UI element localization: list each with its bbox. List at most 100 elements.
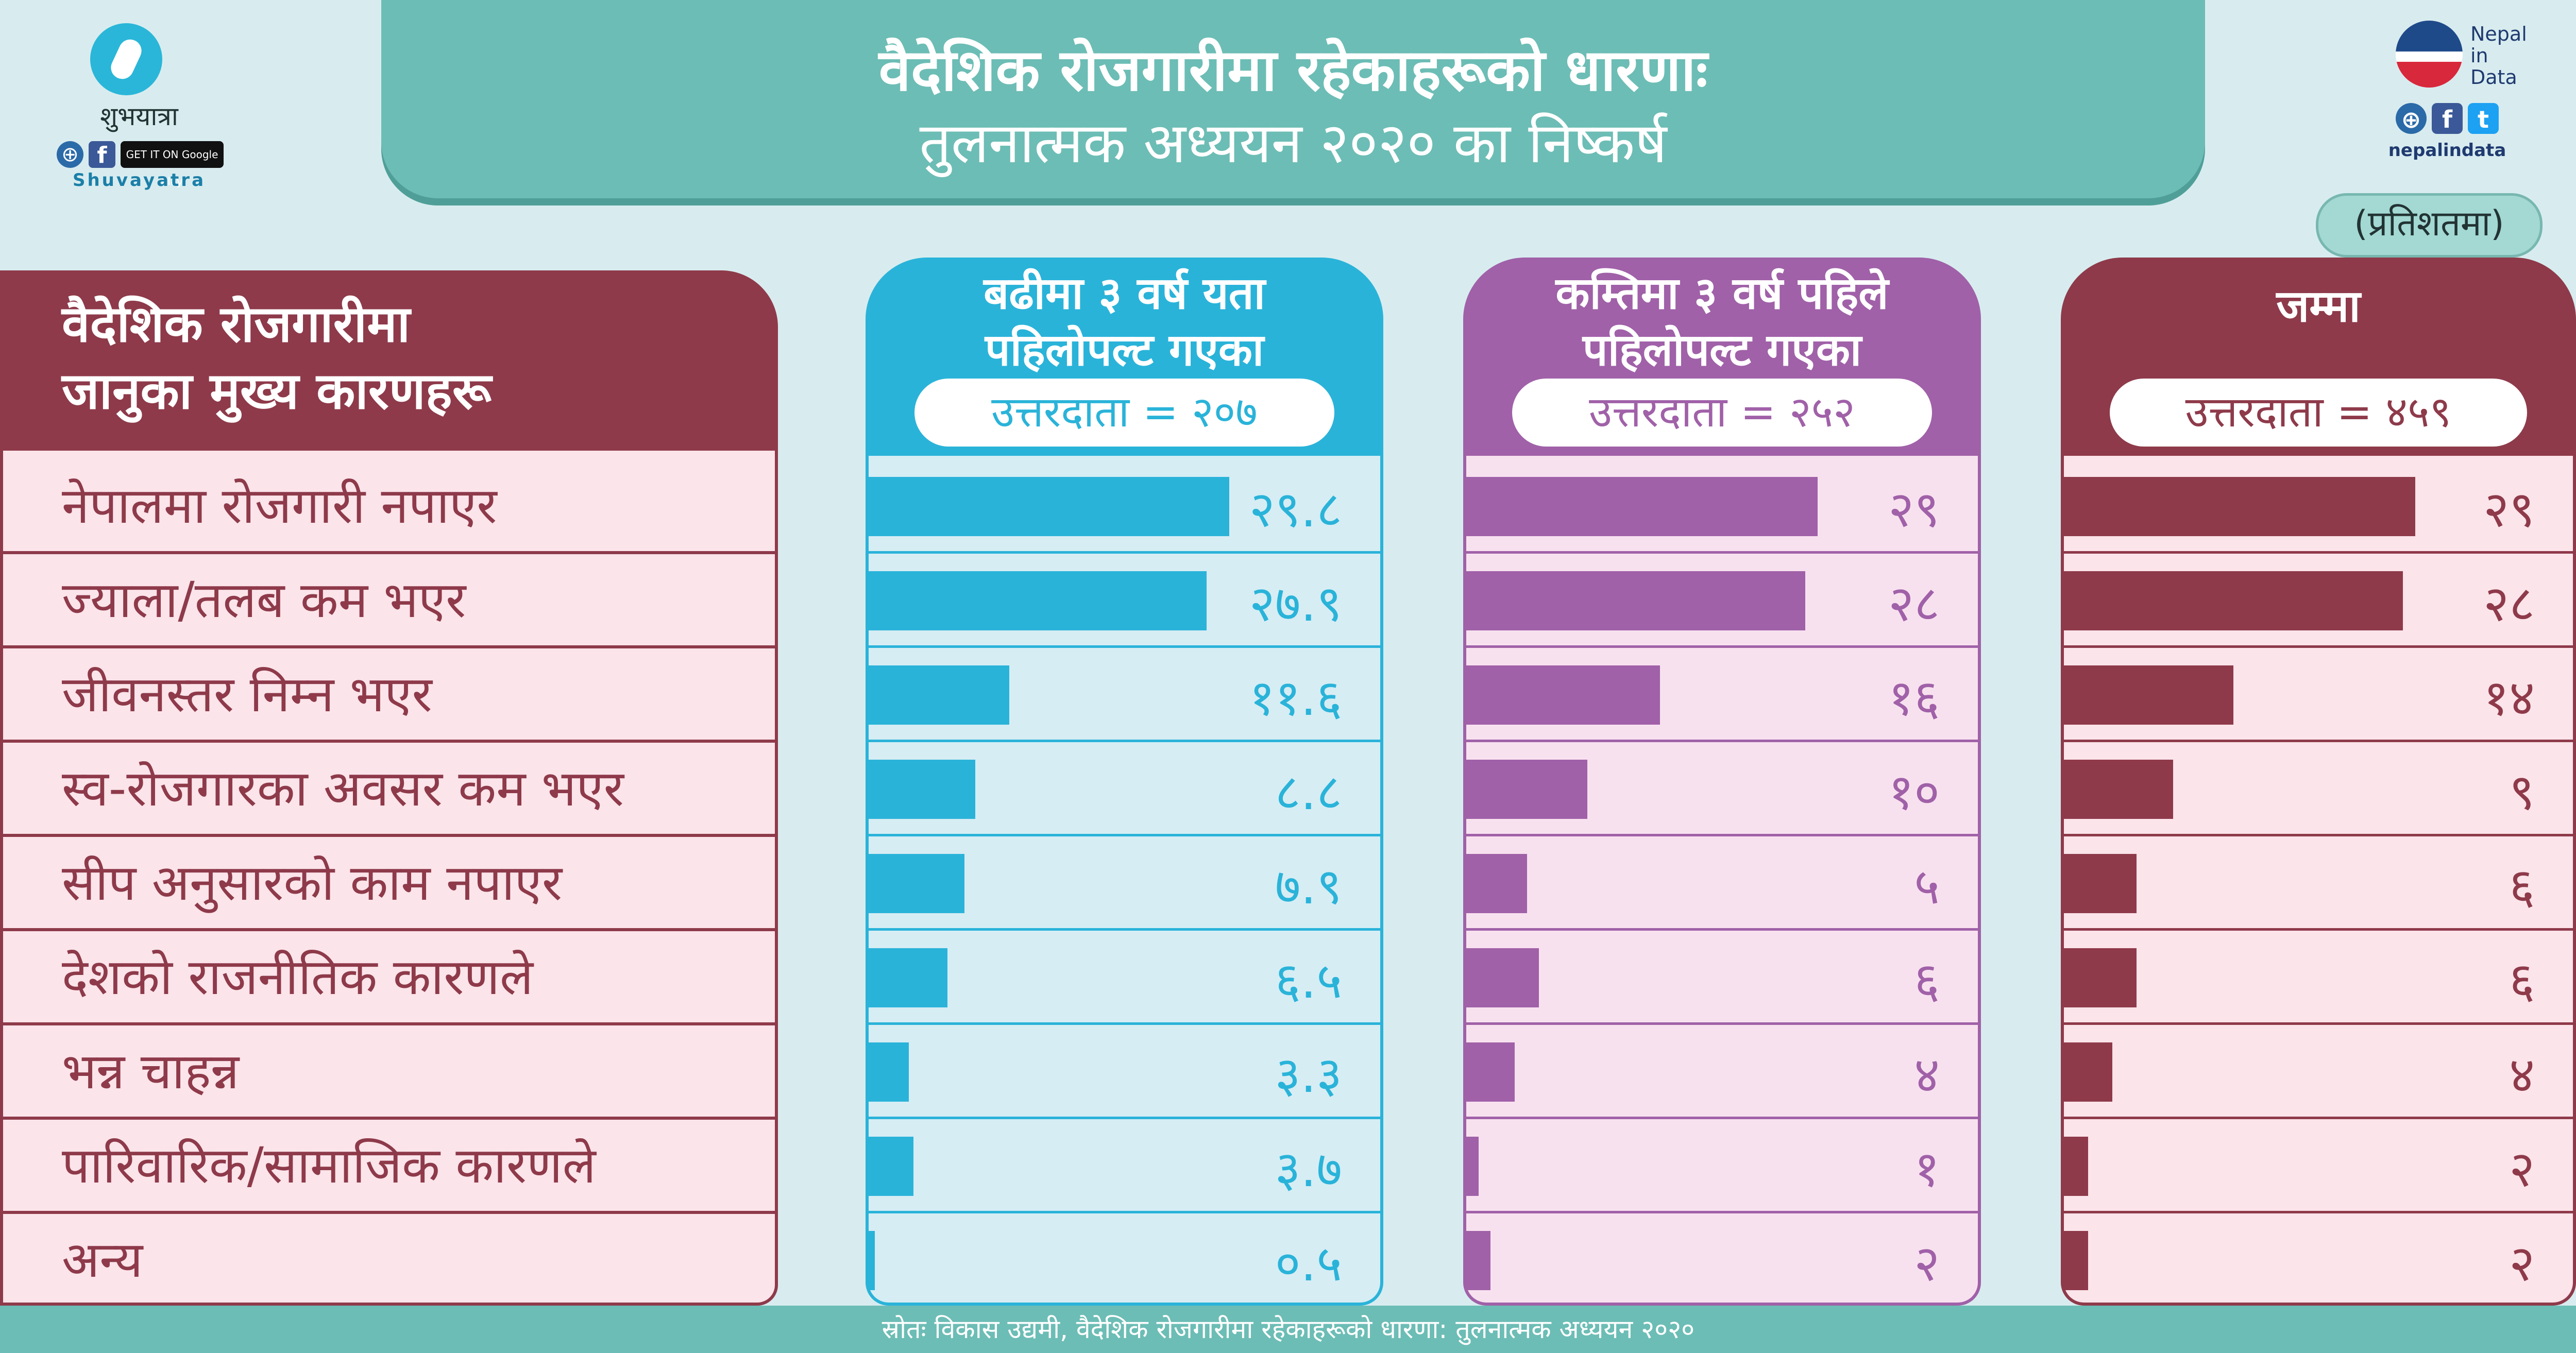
data-label: १ — [1914, 1140, 1940, 1198]
data-label: ०.५ — [1275, 1235, 1342, 1292]
nepal-in-data-url: nepalindata — [2388, 140, 2506, 161]
globe-icon[interactable]: ⊕ — [57, 141, 83, 168]
row-divider — [866, 740, 1383, 742]
data-label: २९ — [2483, 481, 2535, 538]
shuvayatra-logo-name: शुभयात्रा — [100, 101, 178, 131]
data-label: १४ — [2483, 669, 2535, 727]
column-heading: बढीमा ३ वर्ष यता पहिलोपल्ट गएका — [866, 265, 1383, 379]
data-label: २ — [1914, 1235, 1940, 1292]
nepal-in-data-logo-icon — [2396, 21, 2463, 88]
row-divider — [2061, 834, 2576, 836]
row-divider — [2061, 740, 2576, 742]
reasons-heading: वैदेशिक रोजगारीमा जानुका मुख्य कारणहरू — [62, 295, 492, 421]
row-divider — [866, 645, 1383, 648]
bar — [869, 854, 964, 913]
category-label: ज्याला/तलब कम भएर — [62, 571, 466, 629]
shuvayatra-links: ⊕ f GET IT ON Google Play — [57, 139, 224, 187]
column-heading-line: जम्मा — [2276, 281, 2361, 332]
bar — [2064, 854, 2137, 913]
bar — [2064, 1042, 2112, 1102]
row-divider — [2061, 1022, 2576, 1025]
data-label: ५ — [1914, 858, 1940, 915]
data-label: ६ — [2509, 858, 2535, 915]
data-label: ६ — [1914, 952, 1940, 1009]
row-divider — [0, 645, 778, 648]
data-label: २९ — [1888, 481, 1940, 538]
bar — [869, 571, 1207, 630]
row-divider — [0, 1022, 778, 1025]
bar — [1466, 854, 1527, 913]
category-label: भन्न चाहन्न — [62, 1042, 240, 1100]
data-label: १६ — [1888, 669, 1940, 727]
nepal-in-data-links: ⊕ f t — [2396, 103, 2499, 134]
row-divider — [2061, 551, 2576, 554]
google-play-badge[interactable]: GET IT ON Google Play — [121, 141, 224, 187]
row-divider — [866, 1117, 1383, 1119]
bar — [1466, 477, 1818, 536]
category-label: पारिवारिक/सामाजिक कारणले — [62, 1137, 596, 1194]
column-heading-line: पहिलोपल्ट गएका — [985, 324, 1264, 376]
data-label: ४ — [1914, 1046, 1940, 1104]
reasons-header-panel — [0, 270, 778, 451]
bar — [869, 477, 1230, 536]
row-divider — [1463, 1117, 1981, 1119]
bar — [2064, 948, 2137, 1007]
row-divider — [0, 834, 778, 837]
bar — [869, 948, 947, 1007]
row-divider — [2061, 1211, 2576, 1213]
data-label: ९ — [2509, 763, 2535, 821]
bar — [1466, 1231, 1490, 1290]
bar — [1466, 571, 1805, 630]
row-divider — [2061, 645, 2576, 648]
bar — [1466, 1137, 1479, 1196]
footer-bar — [0, 1306, 2576, 1353]
bar — [2064, 571, 2403, 630]
data-label: ७.९ — [1275, 858, 1342, 915]
facebook-icon[interactable]: f — [89, 141, 115, 168]
category-label: देशको राजनीतिक कारणले — [62, 948, 534, 1006]
category-label: सीप अनुसारको काम नपाएर — [62, 854, 563, 912]
globe-icon[interactable]: ⊕ — [2396, 103, 2427, 134]
shuvayatra-logo-text: Shuvayatra — [72, 170, 206, 191]
row-divider — [866, 834, 1383, 836]
row-divider — [866, 928, 1383, 931]
respondents-pill: उत्तरदाता = २०७ — [914, 379, 1334, 447]
column-heading-line: कम्तिमा ३ वर्ष पहिले — [1555, 268, 1889, 319]
data-label: २८ — [2483, 575, 2535, 632]
row-divider — [2061, 1117, 2576, 1119]
bar — [1466, 665, 1660, 725]
twitter-icon[interactable]: t — [2468, 103, 2499, 134]
row-divider — [1463, 740, 1981, 742]
row-divider — [1463, 551, 1981, 554]
data-label: ३.७ — [1275, 1140, 1342, 1198]
column-heading-line: बढीमा ३ वर्ष यता — [984, 268, 1265, 319]
title-banner — [381, 0, 2205, 198]
data-label: ६ — [2509, 952, 2535, 1009]
category-label: जीवनस्तर निम्न भएर — [62, 665, 432, 723]
page-subtitle: तुलनात्मक अध्ययन २०२० का निष्कर्ष — [919, 111, 1667, 176]
row-divider — [0, 1117, 778, 1120]
bar — [869, 1137, 913, 1196]
row-divider — [866, 1022, 1383, 1025]
data-label: ६.५ — [1275, 952, 1342, 1009]
facebook-icon[interactable]: f — [2432, 103, 2463, 134]
row-divider — [1463, 1022, 1981, 1025]
bar — [2064, 1231, 2088, 1290]
category-label: नेपालमा रोजगारी नपाएर — [62, 477, 497, 535]
row-divider — [0, 551, 778, 554]
data-label: २७.९ — [1249, 575, 1342, 632]
bar — [869, 1231, 875, 1290]
row-divider — [0, 740, 778, 743]
bar — [1466, 1042, 1515, 1102]
page-title: वैदेशिक रोजगारीमा रहेकाहरूको धारणाः — [878, 37, 1708, 104]
unit-label: (प्रतिशतमा) — [2316, 193, 2543, 258]
category-label: अन्य — [62, 1231, 143, 1289]
column-heading: कम्तिमा ३ वर्ष पहिले पहिलोपल्ट गएका — [1463, 265, 1981, 379]
bar — [2064, 477, 2415, 536]
nepal-in-data-logo-text: Nepal in Data — [2470, 23, 2527, 89]
data-label: २८ — [1888, 575, 1940, 632]
row-divider — [1463, 1211, 1981, 1213]
data-label: १० — [1888, 763, 1940, 821]
data-label: ४ — [2509, 1046, 2535, 1104]
data-label: २ — [2509, 1235, 2535, 1292]
